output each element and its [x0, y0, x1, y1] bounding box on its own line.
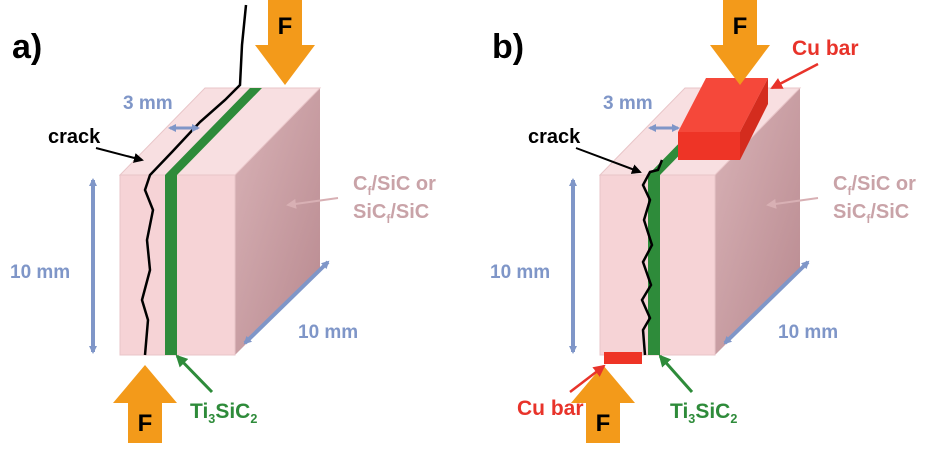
- depth-label: 10 mm: [298, 322, 358, 343]
- figure: F Fa) 3 mm 10 mm 10 mm crack Cf/SiC or SiCf/SiC…: [0, 0, 928, 447]
- interlayer-label: Ti3SiC2: [670, 400, 737, 426]
- depth-label: 10 mm: [778, 322, 838, 343]
- interlayer-label-part: 2: [250, 412, 257, 426]
- material-line2-part: SiC: [353, 201, 386, 223]
- panel: F Fb) 3 mm 10 mm 10 mm crack Cf/SiC or SiCf/SiC…: [490, 0, 916, 443]
- material-line1: Cf/SiC or: [353, 173, 436, 198]
- interlayer-label: Ti3SiC2: [190, 400, 257, 426]
- interlayer-label-part: 3: [208, 412, 215, 426]
- panel-label: b): [492, 28, 524, 66]
- cu-bar-label: Cu bar: [517, 397, 584, 420]
- material-line2-part: SiC: [833, 201, 866, 223]
- panel-label: a): [12, 28, 42, 66]
- interlayer-label-part: Ti: [190, 400, 208, 423]
- material-line1: Cf/SiC or: [833, 173, 916, 198]
- interlayer-pointer: [177, 356, 212, 392]
- crack-label: crack: [528, 126, 581, 148]
- height-label: 10 mm: [10, 262, 70, 283]
- cu-bar-pointer: [772, 64, 818, 88]
- material-line2: SiCf/SiC: [833, 201, 909, 226]
- crack-label: crack: [48, 126, 101, 148]
- interlayer-label-part: 3: [688, 412, 695, 426]
- height-label: 10 mm: [490, 262, 550, 283]
- material-line2-part: /SiC: [390, 201, 429, 223]
- panel: F Fa) 3 mm 10 mm 10 mm crack Cf/SiC or SiCf/SiC…: [10, 0, 436, 443]
- thickness-label: 3 mm: [603, 93, 653, 114]
- crack-pointer: [96, 148, 142, 160]
- interlayer-label-part: SiC: [695, 400, 730, 423]
- material-line1-part: /SiC or: [851, 173, 916, 195]
- interlayer-label-part: SiC: [215, 400, 250, 423]
- cu-bar-bottom: [604, 352, 642, 364]
- interlayer-label-part: 2: [730, 412, 737, 426]
- box-front-face: [120, 175, 235, 355]
- material-line2-part: /SiC: [870, 201, 909, 223]
- cu-bar-label: Cu bar: [792, 37, 859, 60]
- material-line1-part: /SiC or: [371, 173, 436, 195]
- interlayer-pointer: [660, 356, 692, 392]
- thickness-label: 3 mm: [123, 93, 173, 114]
- material-line1-part: C: [353, 173, 367, 195]
- interlayer-front: [165, 175, 177, 355]
- force-label: F: [596, 410, 611, 437]
- material-line1-part: C: [833, 173, 847, 195]
- force-label: F: [278, 13, 293, 40]
- interlayer-label-part: Ti: [670, 400, 688, 423]
- force-label: F: [733, 13, 748, 40]
- cu-bar-front: [678, 132, 740, 160]
- force-label: F: [138, 410, 153, 437]
- material-line2: SiCf/SiC: [353, 201, 429, 226]
